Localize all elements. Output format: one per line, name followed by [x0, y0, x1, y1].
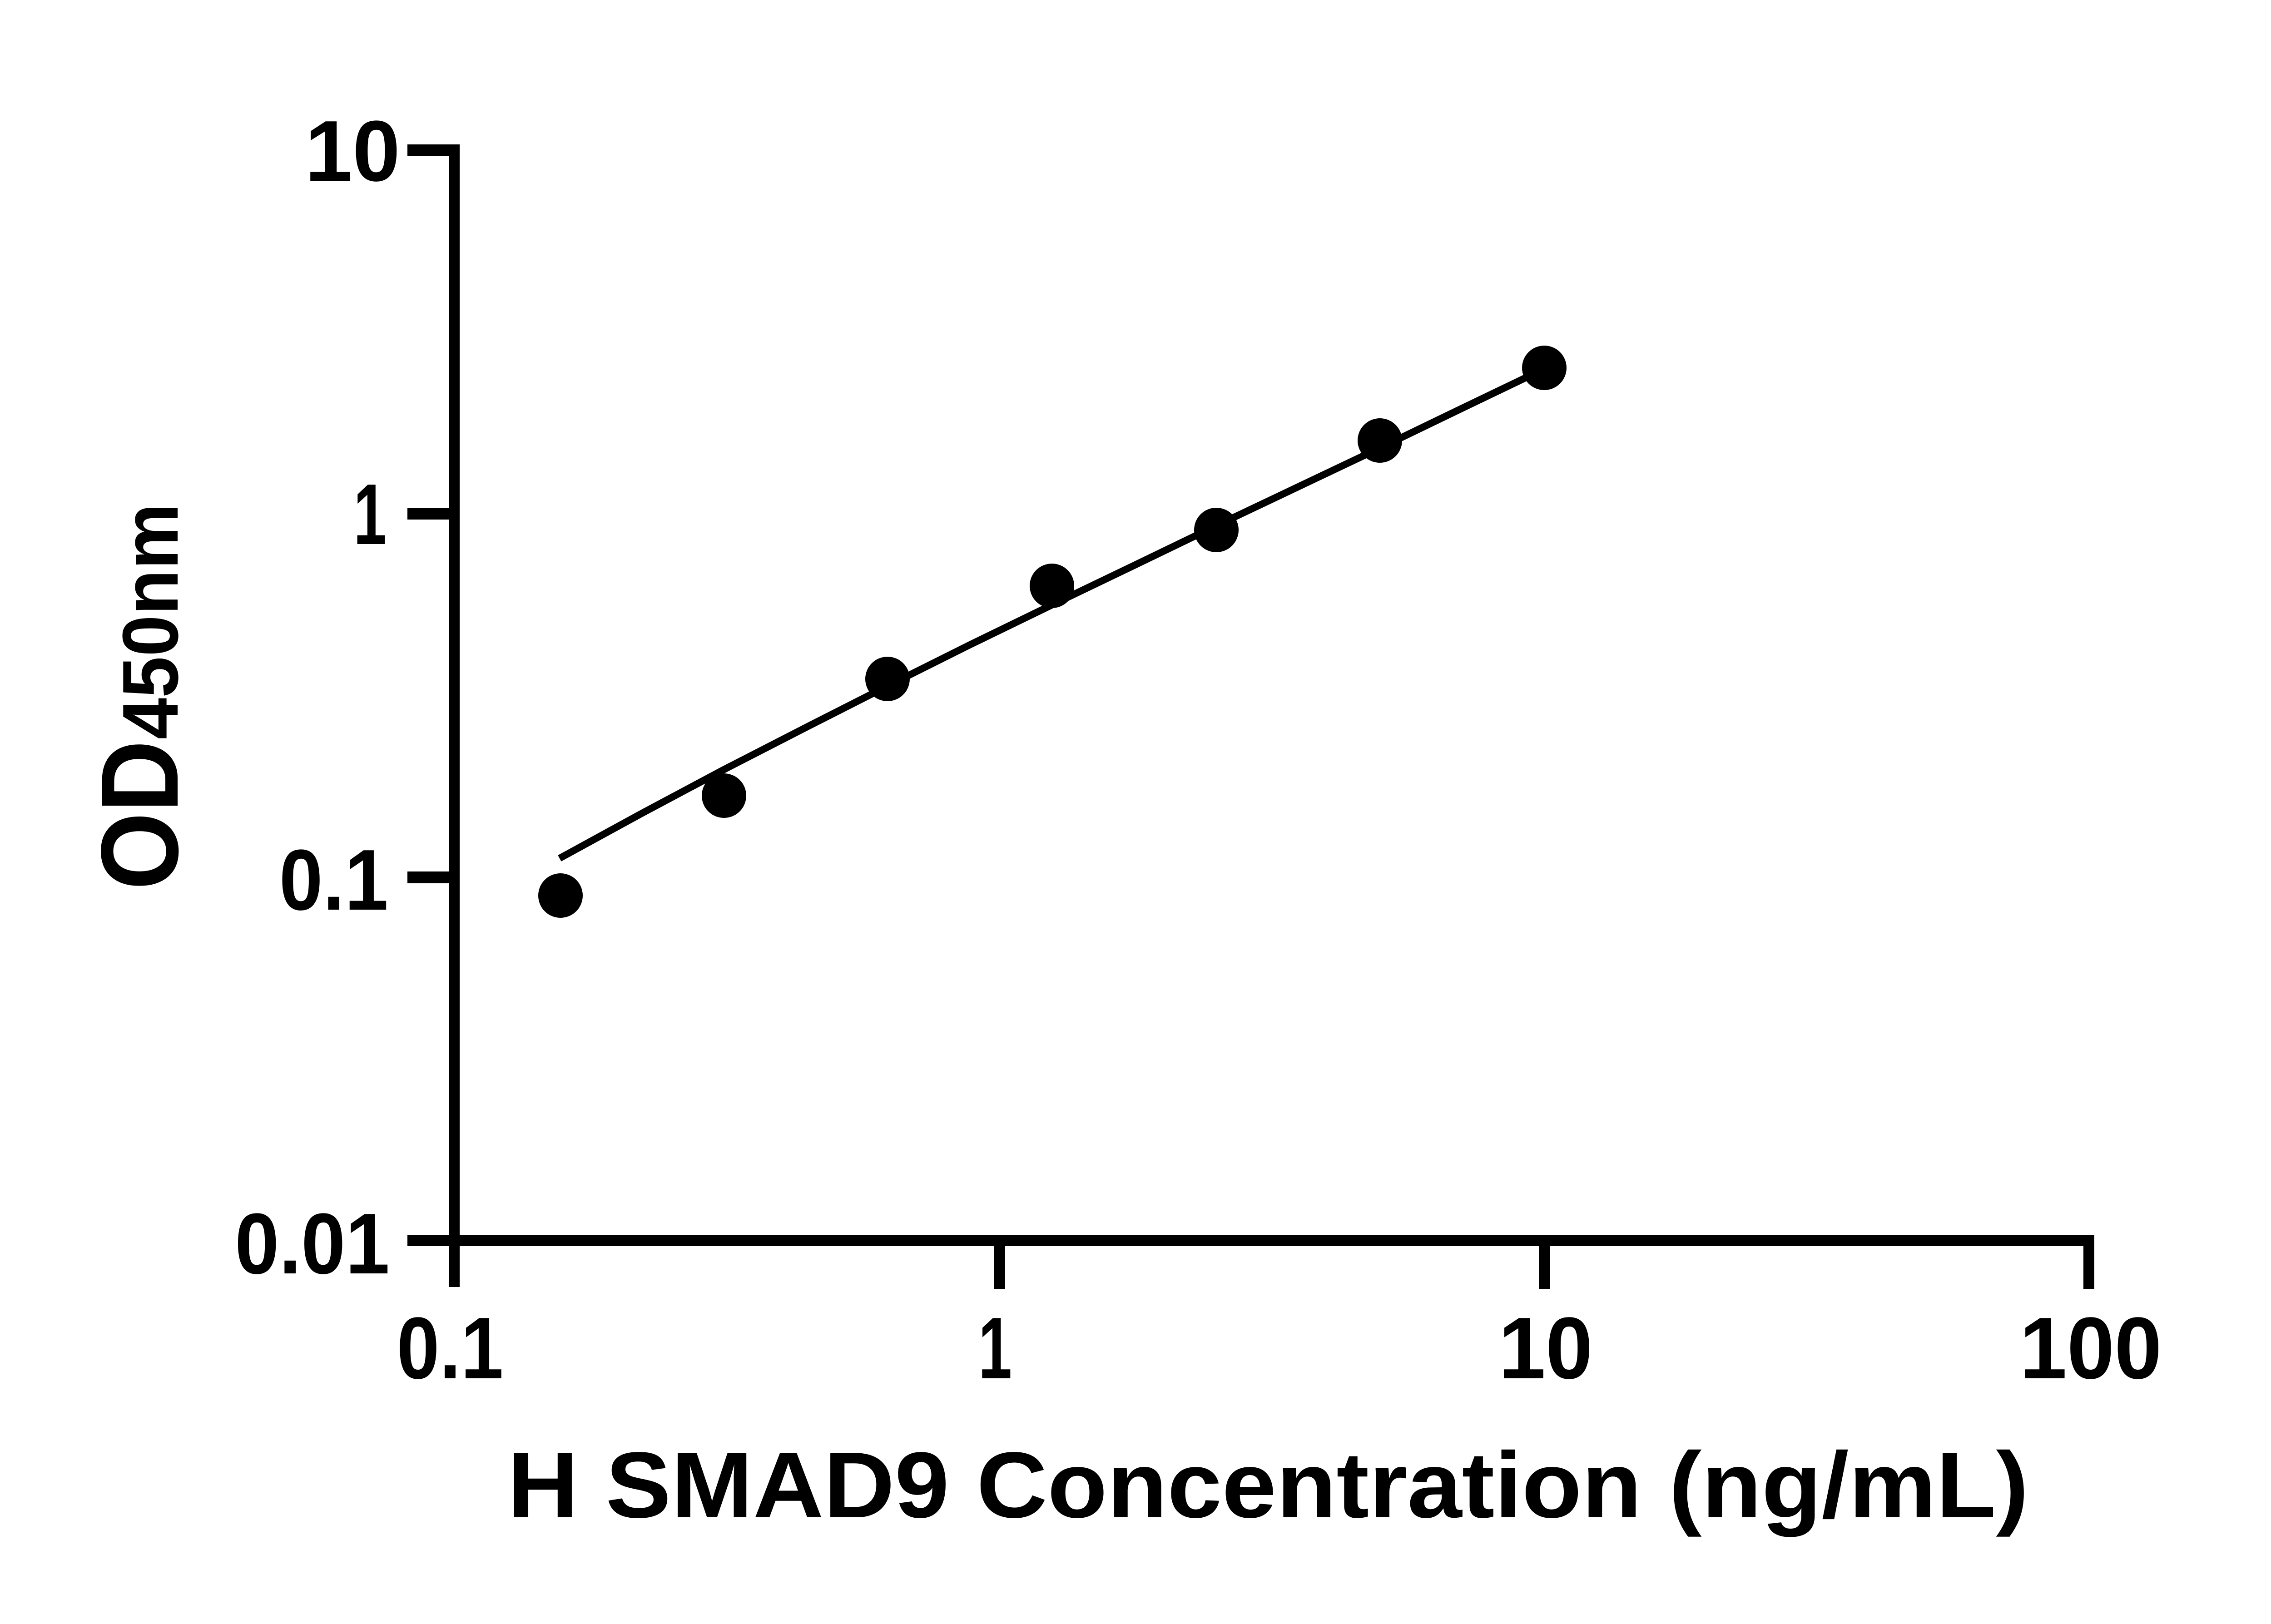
- svg-text:10: 10: [305, 103, 400, 199]
- svg-text:100: 100: [2019, 1300, 2162, 1397]
- svg-text:1: 1: [353, 465, 387, 562]
- svg-text:0.01: 0.01: [235, 1195, 390, 1292]
- svg-text:H SMAD9 Concentration (ng/mL): H SMAD9 Concentration (ng/mL): [507, 1433, 2028, 1537]
- svg-text:OD: OD: [78, 740, 201, 890]
- svg-text:0.1: 0.1: [279, 832, 388, 928]
- svg-text:0.1: 0.1: [397, 1300, 504, 1397]
- svg-text:450nm: 450nm: [106, 503, 194, 739]
- svg-text:10: 10: [1498, 1299, 1592, 1397]
- svg-text:1: 1: [978, 1300, 1012, 1397]
